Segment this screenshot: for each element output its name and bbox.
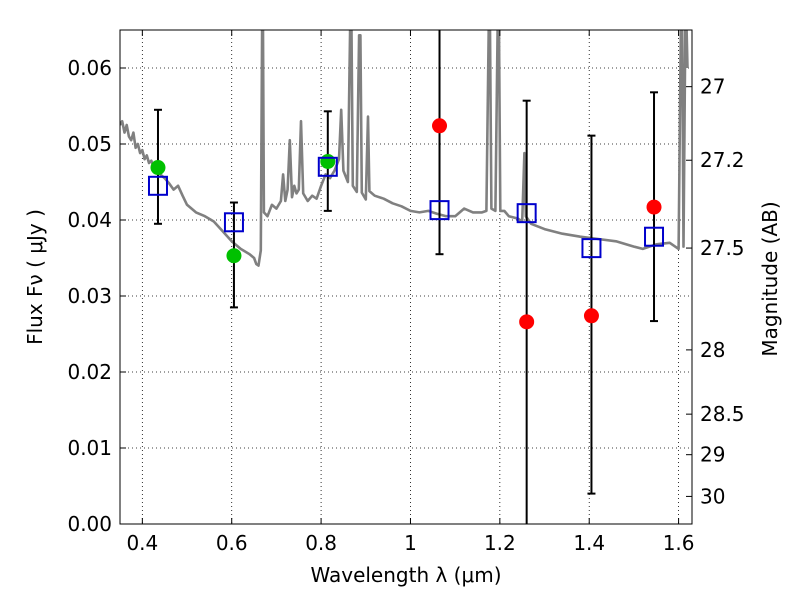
- right-tick-label: 29: [700, 443, 725, 467]
- x-axis-label: Wavelength λ (μm): [310, 563, 501, 587]
- y-tick-label: 0.04: [67, 208, 112, 232]
- model-point: [429, 200, 450, 221]
- data-point: [320, 153, 336, 169]
- data-point: [150, 160, 166, 176]
- y-tick-label: 0.02: [67, 360, 112, 384]
- model-point: [317, 156, 338, 177]
- plot-frame: [119, 29, 693, 525]
- y-tick-label: 0.03: [67, 284, 112, 308]
- right-tick-label: 28.5: [700, 402, 745, 426]
- axis-ticks: 0.4 0.6 0.8 1 1.2 1.4 1.6 0.00 0.01 0.02 0.03 0.04 0…: [67, 30, 745, 555]
- data-point: [646, 199, 662, 215]
- plot-background: [120, 30, 692, 524]
- y-axis-label-right: Magnitude (AB): [758, 201, 782, 356]
- right-tick-label: 27.2: [700, 148, 745, 172]
- y-tick-label: 0.00: [67, 512, 112, 536]
- model-point: [644, 226, 665, 247]
- right-tick-label: 28: [700, 338, 725, 362]
- x-tick-label: 0.8: [305, 531, 337, 555]
- data-point: [519, 314, 535, 330]
- right-tick-label: 30: [700, 484, 725, 508]
- x-tick-label: 0.4: [126, 531, 158, 555]
- plot-data: [120, 30, 689, 524]
- x-tick-label: 1: [404, 531, 417, 555]
- x-tick-label: 1.6: [663, 531, 695, 555]
- model-point: [581, 238, 602, 259]
- right-tick-label: 27: [700, 75, 725, 99]
- data-point: [432, 118, 448, 134]
- y-tick-label: 0.06: [67, 56, 112, 80]
- model-point: [516, 203, 537, 224]
- x-tick-label: 0.6: [216, 531, 248, 555]
- y-axis-label-left: Flux Fν ( μJy ): [23, 209, 47, 345]
- model-point: [147, 175, 168, 196]
- data-point: [226, 248, 242, 264]
- y-tick-label: 0.05: [67, 132, 112, 156]
- data-point: [583, 308, 599, 324]
- model-point: [223, 212, 244, 233]
- right-tick-label: 27.5: [700, 236, 745, 260]
- x-tick-label: 1.4: [573, 531, 605, 555]
- y-tick-label: 0.01: [67, 436, 112, 460]
- x-tick-label: 1.2: [484, 531, 516, 555]
